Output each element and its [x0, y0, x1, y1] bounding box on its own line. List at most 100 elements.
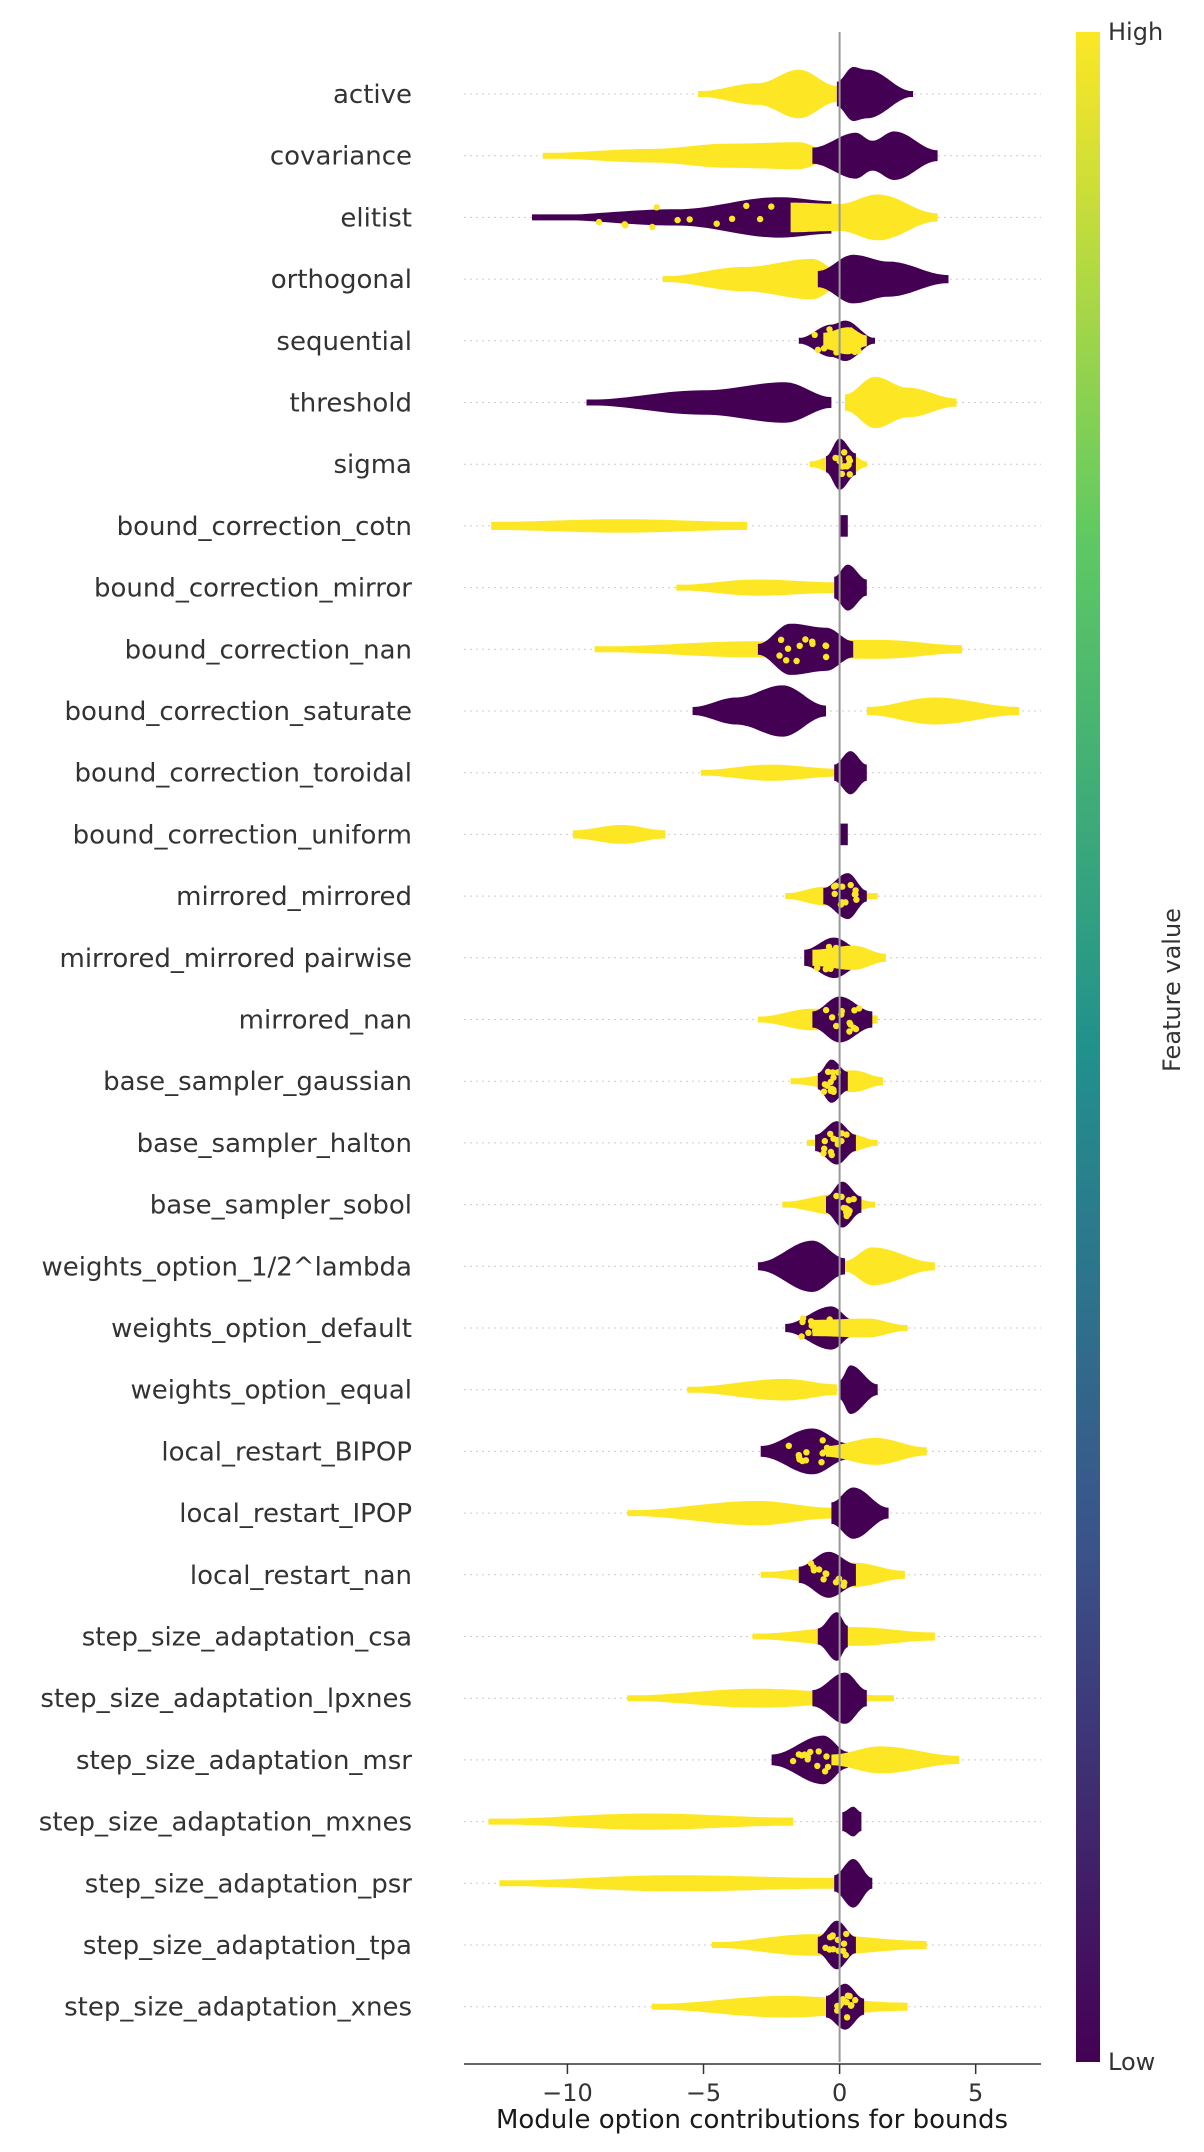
high-value-point	[807, 1748, 814, 1756]
x-tick-label: −5	[686, 2079, 721, 2107]
high-value-point	[756, 215, 764, 223]
high-value-point	[776, 652, 783, 659]
high-value-point	[674, 216, 681, 224]
high-value-point	[832, 944, 840, 952]
low-value-distribution	[812, 996, 873, 1043]
high-value-point	[783, 657, 790, 664]
feature-distributions	[488, 67, 1020, 2030]
high-value-distribution	[831, 1746, 960, 1774]
feature-label: mirrored_mirrored pairwise	[60, 944, 413, 974]
colorbar: High Low Feature value	[1076, 18, 1186, 2076]
high-value-distribution	[700, 764, 837, 781]
high-value-point	[621, 221, 628, 228]
high-value-point	[813, 960, 820, 967]
low-value-distribution	[817, 254, 949, 304]
high-value-point	[831, 890, 838, 897]
high-value-point	[820, 1449, 827, 1456]
high-value-point	[833, 349, 840, 356]
high-value-point	[843, 1930, 850, 1938]
row-gridlines	[464, 93, 1041, 2008]
high-value-point	[768, 203, 775, 210]
feature-label: mirrored_mirrored	[176, 882, 412, 912]
high-value-point	[833, 1192, 840, 1200]
high-value-point	[805, 1329, 812, 1337]
high-value-point	[839, 883, 846, 890]
feature-label: base_sampler_sobol	[150, 1191, 412, 1221]
high-value-point	[823, 1753, 830, 1760]
low-value-distribution	[839, 823, 848, 846]
feature-label: bound_correction_uniform	[73, 820, 412, 850]
feature-label: elitist	[340, 203, 412, 233]
feature-label: weights_option_1/2^lambda	[42, 1252, 412, 1282]
high-value-distribution	[845, 376, 957, 429]
high-value-point	[824, 1068, 832, 1076]
high-value-point	[820, 1319, 828, 1327]
high-value-point	[822, 642, 830, 650]
high-value-distribution	[491, 519, 748, 533]
high-value-point	[595, 218, 603, 226]
feature-label: bound_correction_mirror	[94, 574, 412, 604]
feature-label: orthogonal	[271, 265, 412, 295]
feature-label: bound_correction_toroidal	[74, 759, 412, 789]
feature-label: threshold	[290, 389, 412, 419]
low-value-distribution	[834, 751, 867, 795]
high-value-point	[804, 1756, 811, 1763]
high-value-point	[821, 1768, 829, 1775]
high-value-point	[853, 896, 860, 903]
colorbar-bar	[1076, 32, 1100, 2062]
high-value-point	[842, 1951, 849, 1959]
high-value-point	[802, 636, 809, 643]
feature-label: step_size_adaptation_msr	[76, 1746, 412, 1776]
low-value-distribution	[836, 67, 914, 121]
feature-label: local_restart_nan	[190, 1561, 412, 1591]
high-value-point	[846, 1992, 853, 2000]
feature-label: mirrored_nan	[239, 1006, 412, 1036]
feature-label: step_size_adaptation_csa	[82, 1623, 412, 1653]
high-value-point	[795, 1453, 803, 1461]
high-value-point	[825, 943, 833, 951]
feature-label: weights_option_equal	[130, 1376, 412, 1406]
high-value-point	[686, 216, 693, 223]
high-value-point	[808, 1322, 815, 1329]
high-value-point	[743, 202, 750, 209]
high-value-point	[822, 653, 830, 661]
feature-label: step_size_adaptation_tpa	[83, 1931, 412, 1961]
high-value-distribution	[572, 825, 666, 844]
high-value-point	[850, 1195, 857, 1203]
high-value-point	[832, 882, 839, 889]
high-value-point	[826, 1316, 833, 1323]
high-value-point	[827, 965, 834, 972]
high-value-distribution	[662, 258, 840, 300]
high-value-point	[825, 341, 832, 348]
high-value-distribution	[651, 1995, 908, 2018]
high-value-point	[814, 346, 822, 353]
high-value-point	[799, 1315, 807, 1322]
high-value-point	[803, 1449, 810, 1456]
high-value-point	[653, 204, 660, 211]
high-value-point	[847, 327, 854, 334]
feature-label: step_size_adaptation_lpxnes	[40, 1684, 412, 1714]
feature-label: local_restart_IPOP	[179, 1499, 412, 1529]
high-value-point	[851, 891, 858, 898]
feature-label: step_size_adaptation_xnes	[64, 1993, 412, 2023]
x-tick-label: −10	[542, 2079, 593, 2107]
high-value-point	[815, 1748, 822, 1755]
high-value-point	[848, 2002, 855, 2009]
high-value-point	[843, 1999, 850, 2006]
high-value-point	[819, 1437, 826, 1444]
high-value-point	[823, 1570, 830, 1578]
high-value-point	[809, 640, 816, 648]
high-value-point	[840, 463, 847, 470]
high-value-point	[846, 471, 853, 478]
high-value-point	[814, 1762, 821, 1770]
high-value-point	[826, 326, 833, 333]
high-value-point	[821, 1145, 828, 1152]
high-value-distribution	[627, 1501, 832, 1526]
high-value-point	[815, 1566, 823, 1573]
low-value-distribution	[817, 1920, 856, 1970]
high-value-point	[649, 223, 656, 231]
high-value-distribution	[499, 1875, 835, 1892]
high-value-point	[818, 1459, 825, 1466]
high-value-distribution	[826, 1437, 927, 1465]
feature-label: bound_correction_nan	[125, 635, 412, 665]
